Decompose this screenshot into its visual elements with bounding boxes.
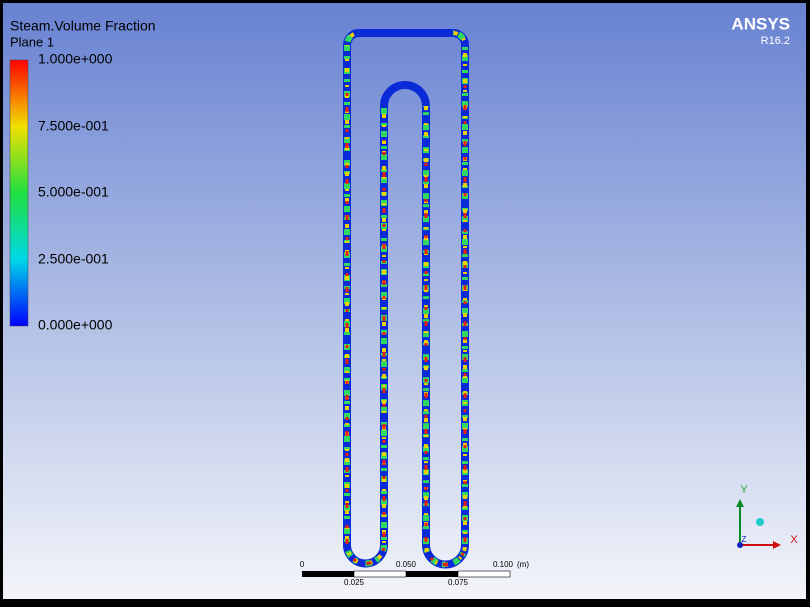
axis-label: Z: [742, 535, 747, 544]
legend-tick: 7.500e-001: [38, 118, 109, 134]
scale-bar: [302, 570, 511, 578]
scale-label: 0.025: [344, 578, 365, 587]
scale-unit: (m): [517, 560, 529, 569]
legend-subtitle: Plane 1: [10, 34, 54, 49]
legend-tick: 5.000e-001: [38, 184, 109, 200]
axis-triad: [736, 499, 781, 549]
background: [3, 3, 806, 599]
logo-version: R16.2: [761, 35, 790, 47]
color-bar: [9, 59, 29, 327]
axis-label: X: [790, 534, 798, 546]
axis-label: Y: [740, 484, 748, 496]
scale-label: 0.100: [493, 560, 514, 569]
pipe-contour: [343, 29, 469, 569]
scale-label: 0.075: [448, 578, 469, 587]
scale-label: 0: [300, 560, 305, 569]
legend-tick: 0.000e+000: [38, 317, 113, 333]
legend-title: Steam.Volume Fraction: [10, 18, 156, 34]
logo-name: ANSYS: [731, 14, 790, 33]
legend-tick: 2.500e-001: [38, 251, 109, 267]
scale-label: 0.050: [396, 560, 417, 569]
legend-tick: 1.000e+000: [38, 51, 113, 67]
